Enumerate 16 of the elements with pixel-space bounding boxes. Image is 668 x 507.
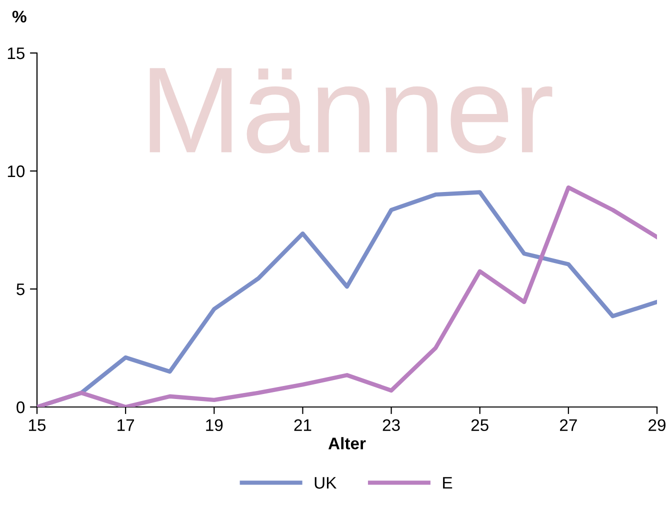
x-tick-label: 15 [29,419,46,432]
x-tick-label: 19 [206,419,223,432]
y-tick-label: 0 [16,401,25,414]
x-axis-title: Alter [328,437,366,450]
y-tick-label: 10 [8,165,25,178]
legend-label: E [443,477,452,489]
x-tick-label: 27 [560,419,577,431]
x-tick-label: 17 [118,419,134,431]
legend-label: UK [314,477,337,489]
y-axis-title: % [12,10,26,22]
x-tick-label: 29 [648,419,666,432]
y-tick-label: 5 [16,284,24,296]
y-tick-label: 15 [8,48,24,60]
x-tick-label: 25 [471,419,488,432]
x-tick-label: 23 [382,419,400,432]
x-tick-label: 21 [294,419,312,431]
